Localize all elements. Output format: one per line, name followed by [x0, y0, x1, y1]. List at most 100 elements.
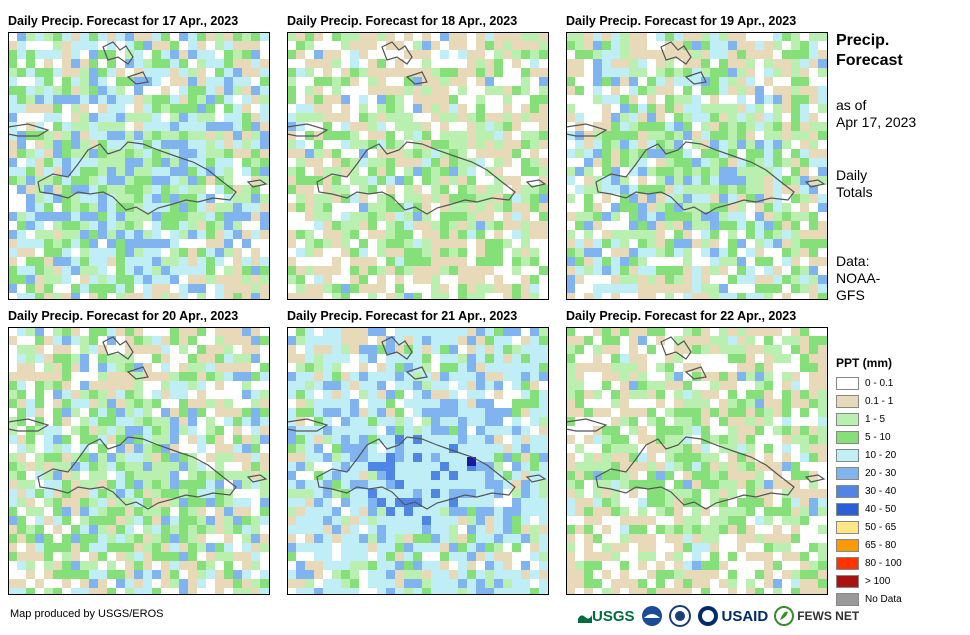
legend-swatch [836, 574, 859, 588]
panel-title: Daily Precip. Forecast for 18 Apr., 2023 [287, 14, 518, 28]
noaa-logo-icon [641, 606, 662, 626]
legend-swatch [836, 520, 859, 534]
forecast-panel-17apr: Daily Precip. Forecast for 17 Apr., 2023 [8, 10, 289, 308]
legend-swatch [836, 376, 859, 390]
forecast-panel-21apr: Daily Precip. Forecast for 21 Apr., 2023 [287, 305, 568, 603]
precip-raster [566, 32, 828, 300]
panel-title: Daily Precip. Forecast for 20 Apr., 2023 [8, 309, 239, 323]
legend-item: > 100 [836, 572, 902, 590]
map-frame [566, 32, 828, 300]
legend-label: No Data [865, 593, 902, 605]
hispaniola-outline [37, 141, 237, 215]
data-source: Data: NOAA- GFS [836, 253, 880, 304]
precip-raster [8, 327, 270, 595]
legend-label: 40 - 50 [865, 503, 897, 515]
panel-title: Daily Precip. Forecast for 21 Apr., 2023 [287, 309, 518, 323]
precip-raster [287, 32, 549, 300]
legend-label: 1 - 5 [865, 413, 886, 425]
cuba-outline [8, 123, 50, 137]
legend-swatch [836, 412, 859, 426]
as-of-date: as of Apr 17, 2023 [836, 97, 916, 131]
cuba-outline [566, 418, 608, 432]
panel-title: Daily Precip. Forecast for 19 Apr., 2023 [566, 14, 797, 28]
fewsnet-text: FEWS NET [797, 609, 860, 623]
precip-map [287, 32, 549, 300]
side-title: Precip. Forecast [836, 31, 903, 71]
legend-item: 0.1 - 1 [836, 392, 902, 410]
legend-label: 0 - 0.1 [865, 377, 894, 389]
precip-map [566, 327, 828, 595]
legend-label: 50 - 65 [865, 521, 897, 533]
legend-swatch [836, 556, 859, 570]
puerto-rico-outline [525, 179, 547, 188]
legend-item: 1 - 5 [836, 410, 902, 428]
legend-label: 5 - 10 [865, 431, 891, 443]
legend-swatch [836, 448, 859, 462]
legend-swatch [836, 502, 859, 516]
daily-totals-label: Daily Totals [836, 167, 873, 201]
puerto-rico-outline [804, 474, 826, 483]
puerto-rico-outline [525, 474, 547, 483]
precip-raster [287, 327, 549, 595]
max-precip-cell [467, 457, 476, 466]
precip-map [8, 327, 270, 595]
usaid-text: USAID [721, 607, 769, 625]
bahamas-outline [660, 41, 707, 85]
map-frame [566, 327, 828, 595]
hispaniola-outline [316, 141, 516, 215]
side-title-line2: Forecast [836, 52, 903, 69]
hispaniola-outline [595, 141, 795, 215]
data-line2: NOAA- [836, 270, 881, 286]
usgs-logo: USGS [578, 608, 635, 625]
precip-raster [566, 327, 828, 595]
bahamas-outline [102, 336, 149, 380]
forecast-panel-19apr: Daily Precip. Forecast for 19 Apr., 2023 [566, 10, 847, 308]
map-frame [8, 327, 270, 595]
legend-swatch [836, 484, 859, 498]
legend-item: 80 - 100 [836, 554, 902, 572]
legend-label: 80 - 100 [865, 557, 902, 569]
map-frame [8, 32, 270, 300]
legend-label: 20 - 30 [865, 467, 897, 479]
usaid-seal-icon [697, 606, 718, 626]
forecast-panel-22apr: Daily Precip. Forecast for 22 Apr., 2023 [566, 305, 847, 603]
logo-bar: USGS USAID FEWS NET [578, 603, 859, 629]
as-of-label: as of [836, 97, 867, 113]
legend-item: 10 - 20 [836, 446, 902, 464]
totals-line2: Totals [836, 184, 873, 200]
legend-items: 0 - 0.1 0.1 - 1 1 - 5 5 - 10 10 - 20 20 - 30 3… [836, 374, 902, 608]
legend-item: 40 - 50 [836, 500, 902, 518]
legend-swatch [836, 394, 859, 408]
bahamas-outline [660, 336, 707, 380]
side-title-line1: Precip. [836, 32, 890, 49]
cuba-outline [566, 123, 608, 137]
legend-label: 0.1 - 1 [865, 395, 894, 407]
legend-swatch [836, 466, 859, 480]
hispaniola-outline [37, 436, 237, 510]
usgs-text: USGS [592, 607, 635, 625]
data-line1: Data: [836, 253, 870, 269]
bahamas-outline [381, 41, 428, 85]
puerto-rico-outline [246, 474, 268, 483]
puerto-rico-outline [804, 179, 826, 188]
legend-swatch [836, 592, 859, 606]
cuba-outline [287, 418, 329, 432]
usgs-wave-icon [578, 615, 592, 623]
legend-title: PPT (mm) [836, 356, 893, 370]
precip-map [287, 327, 549, 595]
legend-label: 30 - 40 [865, 485, 897, 497]
forecast-panel-18apr: Daily Precip. Forecast for 18 Apr., 2023 [287, 10, 568, 308]
legend-item: 5 - 10 [836, 428, 902, 446]
bahamas-outline [381, 336, 428, 380]
panel-title: Daily Precip. Forecast for 17 Apr., 2023 [8, 14, 239, 28]
legend-label: 10 - 20 [865, 449, 897, 461]
legend: PPT (mm) 0 - 0.1 0.1 - 1 1 - 5 5 - 10 10 - 2… [836, 356, 902, 608]
map-frame [287, 327, 549, 595]
doc-seal-icon [668, 605, 691, 627]
legend-item: 65 - 80 [836, 536, 902, 554]
as-of-value: Apr 17, 2023 [836, 114, 917, 130]
hispaniola-outline [316, 436, 516, 510]
legend-label: > 100 [865, 575, 891, 587]
credit-text: Map produced by USGS/EROS [10, 608, 164, 620]
forecast-panel-20apr: Daily Precip. Forecast for 20 Apr., 2023 [8, 305, 289, 603]
